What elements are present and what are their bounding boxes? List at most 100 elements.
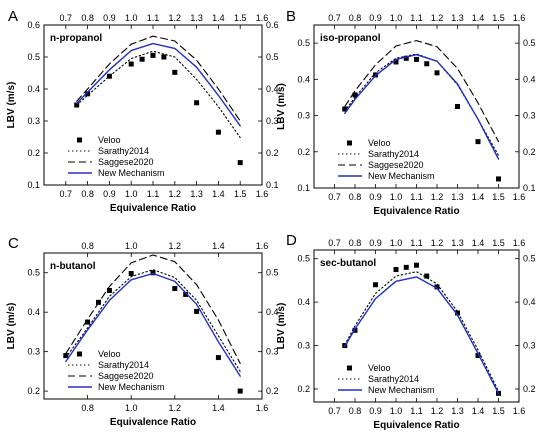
x-tick-label-top: 1.2 xyxy=(169,13,182,23)
x-tick-label-top: 0.8 xyxy=(81,241,94,251)
legend-label: Veloo xyxy=(368,363,391,373)
veloo-data-point xyxy=(455,310,460,316)
x-tick-label-top: 0.8 xyxy=(349,13,362,23)
x-axis-label: Equivalence Ratio xyxy=(373,206,459,217)
veloo-data-point xyxy=(403,55,409,61)
inset-title: sec-butanol xyxy=(320,258,376,269)
x-tick-label: 1.6 xyxy=(513,192,526,202)
y-tick-label: 0.5 xyxy=(297,38,310,48)
y-axis-label: LBV (m/s) xyxy=(276,83,287,130)
x-tick-label-top: 1.4 xyxy=(212,13,225,23)
legend-marker-square xyxy=(77,351,82,357)
legend-label: Sarathy2014 xyxy=(368,149,419,159)
y-tick-label-right: 0.4 xyxy=(523,297,536,307)
saggese2020-series-line xyxy=(344,40,500,143)
panel-c: C 0.80.81.01.01.21.21.41.41.61.60.2 0.20.… xyxy=(6,235,279,428)
y-tick-label-right: 0.5 xyxy=(523,38,536,48)
veloo-data-point xyxy=(496,176,501,182)
x-axis-label: Equivalence Ratio xyxy=(110,417,196,428)
y-tick-label: 0.2 xyxy=(297,384,310,394)
x-tick-label-top: 1.5 xyxy=(492,238,505,248)
y-tick-label: 0.5 xyxy=(297,254,310,264)
veloo-data-point xyxy=(352,92,358,98)
y-tick-label: 0.4 xyxy=(27,84,40,94)
x-tick-label-top: 1.4 xyxy=(472,13,485,23)
veloo-data-point xyxy=(237,160,243,166)
x-tick-label: 0.7 xyxy=(328,192,341,202)
y-tick-label-right: 0.2 xyxy=(523,147,536,157)
panel-letter: A xyxy=(8,8,18,25)
x-tick-label: 1.3 xyxy=(451,406,464,416)
y-tick-label: 0.1 xyxy=(27,180,40,190)
legend-label: Sarathy2014 xyxy=(98,146,149,156)
inset-title: n-propanol xyxy=(50,33,102,44)
x-tick-label: 1.5 xyxy=(234,189,247,199)
legend-label: New Mechanism xyxy=(368,171,435,181)
legend-label: Saggese2020 xyxy=(98,157,154,167)
sarathy2014-series-line xyxy=(344,271,500,392)
veloo-data-point xyxy=(172,69,178,75)
x-tick-label-top: 1.6 xyxy=(256,13,269,23)
x-tick-label: 1.0 xyxy=(390,192,403,202)
y-tick-label-right: 0.2 xyxy=(266,148,279,158)
x-tick-label: 0.8 xyxy=(349,192,362,202)
y-tick-label-right: 0.2 xyxy=(523,384,536,394)
veloo-data-point xyxy=(455,104,460,109)
x-tick-label-top: 0.8 xyxy=(81,13,94,23)
y-tick-label-right: 0.4 xyxy=(266,84,279,94)
y-axis-label: LBV (m/s) xyxy=(6,303,17,350)
x-tick-label-top: 1.2 xyxy=(169,241,182,251)
legend-label: New Mechanism xyxy=(368,385,435,395)
x-tick-label: 1.5 xyxy=(492,406,505,416)
x-axis-label: Equivalence Ratio xyxy=(373,420,459,431)
veloo-data-point xyxy=(128,271,134,277)
x-tick-label: 0.9 xyxy=(103,189,116,199)
veloo-data-point xyxy=(106,287,112,293)
x-tick-label: 1.4 xyxy=(212,189,225,199)
x-tick-label: 1.4 xyxy=(472,406,485,416)
x-tick-label: 0.9 xyxy=(369,192,382,202)
x-tick-label: 1.2 xyxy=(431,192,444,202)
x-tick-label-top: 0.9 xyxy=(369,238,382,248)
x-tick-label-top: 1.1 xyxy=(410,238,423,248)
x-tick-label-top: 1.5 xyxy=(234,13,247,23)
y-tick-label-right: 0.5 xyxy=(523,254,536,264)
x-tick-label: 0.7 xyxy=(60,189,73,199)
veloo-data-point xyxy=(434,70,440,76)
veloo-data-point xyxy=(393,59,399,65)
new-mechanism-series-line xyxy=(344,54,500,160)
veloo-data-point xyxy=(194,308,200,314)
x-tick-label-top: 0.7 xyxy=(328,238,341,248)
veloo-data-point xyxy=(215,129,221,135)
saggese2020-series-line xyxy=(76,35,241,122)
x-tick-label-top: 1.0 xyxy=(390,238,403,248)
y-tick-label-right: 0.1 xyxy=(523,183,536,193)
x-tick-label: 0.8 xyxy=(349,406,362,416)
new-mechanism-series-line xyxy=(76,42,241,127)
x-tick-label: 0.7 xyxy=(328,406,341,416)
x-tick-label-top: 1.5 xyxy=(492,13,505,23)
y-tick-label: 0.4 xyxy=(27,307,40,317)
y-tick-label-right: 0.6 xyxy=(266,20,279,30)
x-tick-label: 1.2 xyxy=(169,189,182,199)
y-tick-label-right: 0.4 xyxy=(266,307,279,317)
x-tick-label-top: 1.2 xyxy=(431,13,444,23)
veloo-data-point xyxy=(183,291,189,297)
new-mechanism-series-line xyxy=(344,276,500,394)
y-tick-label-right: 0.3 xyxy=(266,347,279,357)
x-tick-label: 1.5 xyxy=(492,192,505,202)
x-tick-label-top: 1.3 xyxy=(190,13,203,23)
x-tick-label: 1.4 xyxy=(472,192,485,202)
x-tick-label: 1.1 xyxy=(410,406,423,416)
x-tick-label: 1.0 xyxy=(390,406,403,416)
x-tick-label: 1.0 xyxy=(125,403,138,413)
axis-ticks: 0.7 0.7 0.8 0.8 0.9 0.9 1.0 1.0 1.1 1.1 1.2 1.2 1.3 1… xyxy=(297,238,535,416)
x-tick-label: 1.6 xyxy=(256,403,269,413)
veloo-data-point xyxy=(393,267,399,273)
series-layer xyxy=(74,35,243,166)
y-axis-label: LBV (m/s) xyxy=(276,303,287,350)
legend-label: New Mechanism xyxy=(98,168,165,178)
veloo-data-point xyxy=(150,270,156,276)
